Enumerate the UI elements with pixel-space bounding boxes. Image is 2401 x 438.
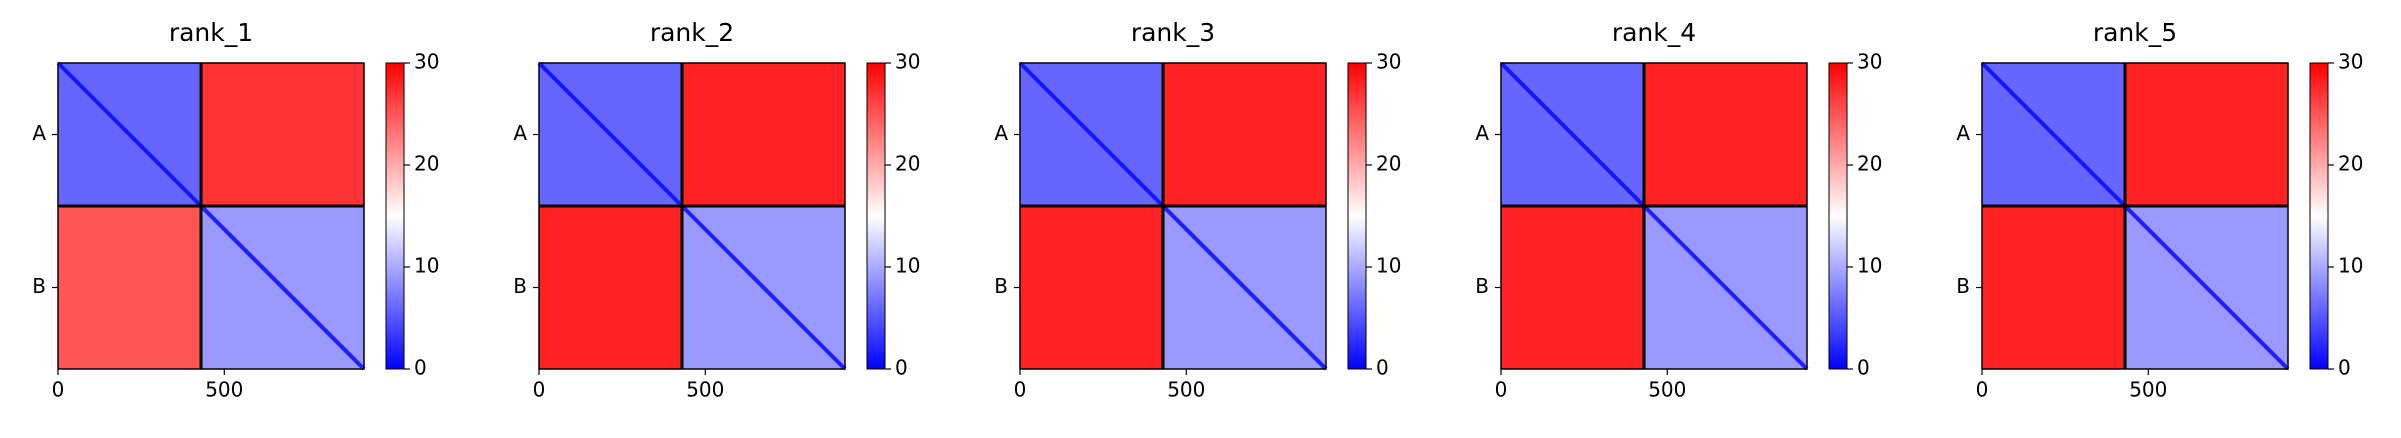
y-tick-label: B <box>513 274 527 298</box>
panel: rank_1 A B 0 500 0 10 20 30 <box>32 18 439 402</box>
x-tick-label: 0 <box>533 378 546 402</box>
y-tick-label: A <box>32 121 46 145</box>
plot-frame <box>57 62 365 370</box>
heatmap-cell <box>1501 206 1645 369</box>
colorbar-tick-label: 0 <box>414 356 427 380</box>
panel: rank_3 A B 0 500 0 10 20 30 <box>994 18 1401 402</box>
colorbar-tick-label: 30 <box>895 50 920 74</box>
colorbar-tick-label: 10 <box>895 254 920 278</box>
x-tick-label: 500 <box>1167 378 1205 402</box>
colorbar-tick-label: 0 <box>2338 356 2351 380</box>
colorbar-tick-label: 10 <box>414 254 439 278</box>
diagonal <box>199 204 366 371</box>
panel: rank_5 A B 0 500 0 10 20 30 <box>1956 18 2363 402</box>
heatmap-cell <box>201 63 364 207</box>
diagonal <box>680 204 847 371</box>
diagonal <box>537 61 684 208</box>
colorbar-tick-label: 0 <box>895 356 908 380</box>
colorbar-tick-label: 20 <box>1376 152 1401 176</box>
y-tick-label: B <box>32 274 46 298</box>
x-tick-label: 0 <box>52 378 65 402</box>
x-tick-label: 500 <box>2129 378 2167 402</box>
diagonal <box>56 61 203 208</box>
diagonal <box>1161 204 1328 371</box>
colorbar <box>2309 62 2329 370</box>
colorbar-tick-label: 10 <box>2338 254 2363 278</box>
colorbar-tick-label: 10 <box>1376 254 1401 278</box>
diagonal <box>2123 204 2290 371</box>
colorbar-tick-label: 30 <box>1376 50 1401 74</box>
chart-title: rank_3 <box>1131 18 1215 47</box>
diagonal <box>1980 61 2127 208</box>
plot-frame <box>1500 62 1808 370</box>
chart-title: rank_5 <box>2093 18 2177 47</box>
y-tick-label: A <box>1956 121 1970 145</box>
heatmap-cell <box>58 206 202 369</box>
heatmap-cell <box>1644 63 1807 207</box>
panel: rank_2 A B 0 500 0 10 20 30 <box>513 18 920 402</box>
y-tick-label: A <box>994 121 1008 145</box>
chart-title: rank_2 <box>650 18 734 47</box>
heatmap-cell <box>682 63 845 207</box>
colorbar-tick-label: 30 <box>2338 50 2363 74</box>
plot-frame <box>1981 62 2289 370</box>
heatmap-cell <box>2125 63 2288 207</box>
y-tick-label: B <box>1956 274 1970 298</box>
plot-frame <box>1019 62 1327 370</box>
colorbar-tick-label: 10 <box>1857 254 1882 278</box>
diagonal <box>1499 61 1646 208</box>
colorbar-tick-label: 20 <box>895 152 920 176</box>
y-tick-label: A <box>513 121 527 145</box>
heatmap-cell <box>1982 206 2126 369</box>
y-tick-label: B <box>994 274 1008 298</box>
colorbar-tick-label: 30 <box>1857 50 1882 74</box>
x-tick-label: 500 <box>205 378 243 402</box>
diagonal <box>1018 61 1165 208</box>
colorbar-tick-label: 20 <box>2338 152 2363 176</box>
colorbar-tick-label: 0 <box>1376 356 1389 380</box>
panel: rank_4 A B 0 500 0 10 20 30 <box>1475 18 1882 402</box>
plot-frame <box>538 62 846 370</box>
colorbar-tick-label: 0 <box>1857 356 1870 380</box>
colorbar-tick-label: 20 <box>1857 152 1882 176</box>
x-tick-label: 0 <box>1495 378 1508 402</box>
colorbar-tick-label: 30 <box>414 50 439 74</box>
diagonal <box>1642 204 1809 371</box>
heatmap-cell <box>1020 206 1164 369</box>
colorbar <box>1828 62 1848 370</box>
x-tick-label: 0 <box>1014 378 1027 402</box>
colorbar <box>1347 62 1367 370</box>
colorbar-tick-label: 20 <box>414 152 439 176</box>
chart-title: rank_4 <box>1612 18 1696 47</box>
colorbar <box>385 62 405 370</box>
chart-title: rank_1 <box>169 18 253 47</box>
heatmap-cell <box>1163 63 1326 207</box>
heatmap-cell <box>539 206 683 369</box>
x-tick-label: 0 <box>1976 378 1989 402</box>
y-tick-label: B <box>1475 274 1489 298</box>
colorbar <box>866 62 886 370</box>
y-tick-label: A <box>1475 121 1489 145</box>
x-tick-label: 500 <box>1648 378 1686 402</box>
x-tick-label: 500 <box>686 378 724 402</box>
